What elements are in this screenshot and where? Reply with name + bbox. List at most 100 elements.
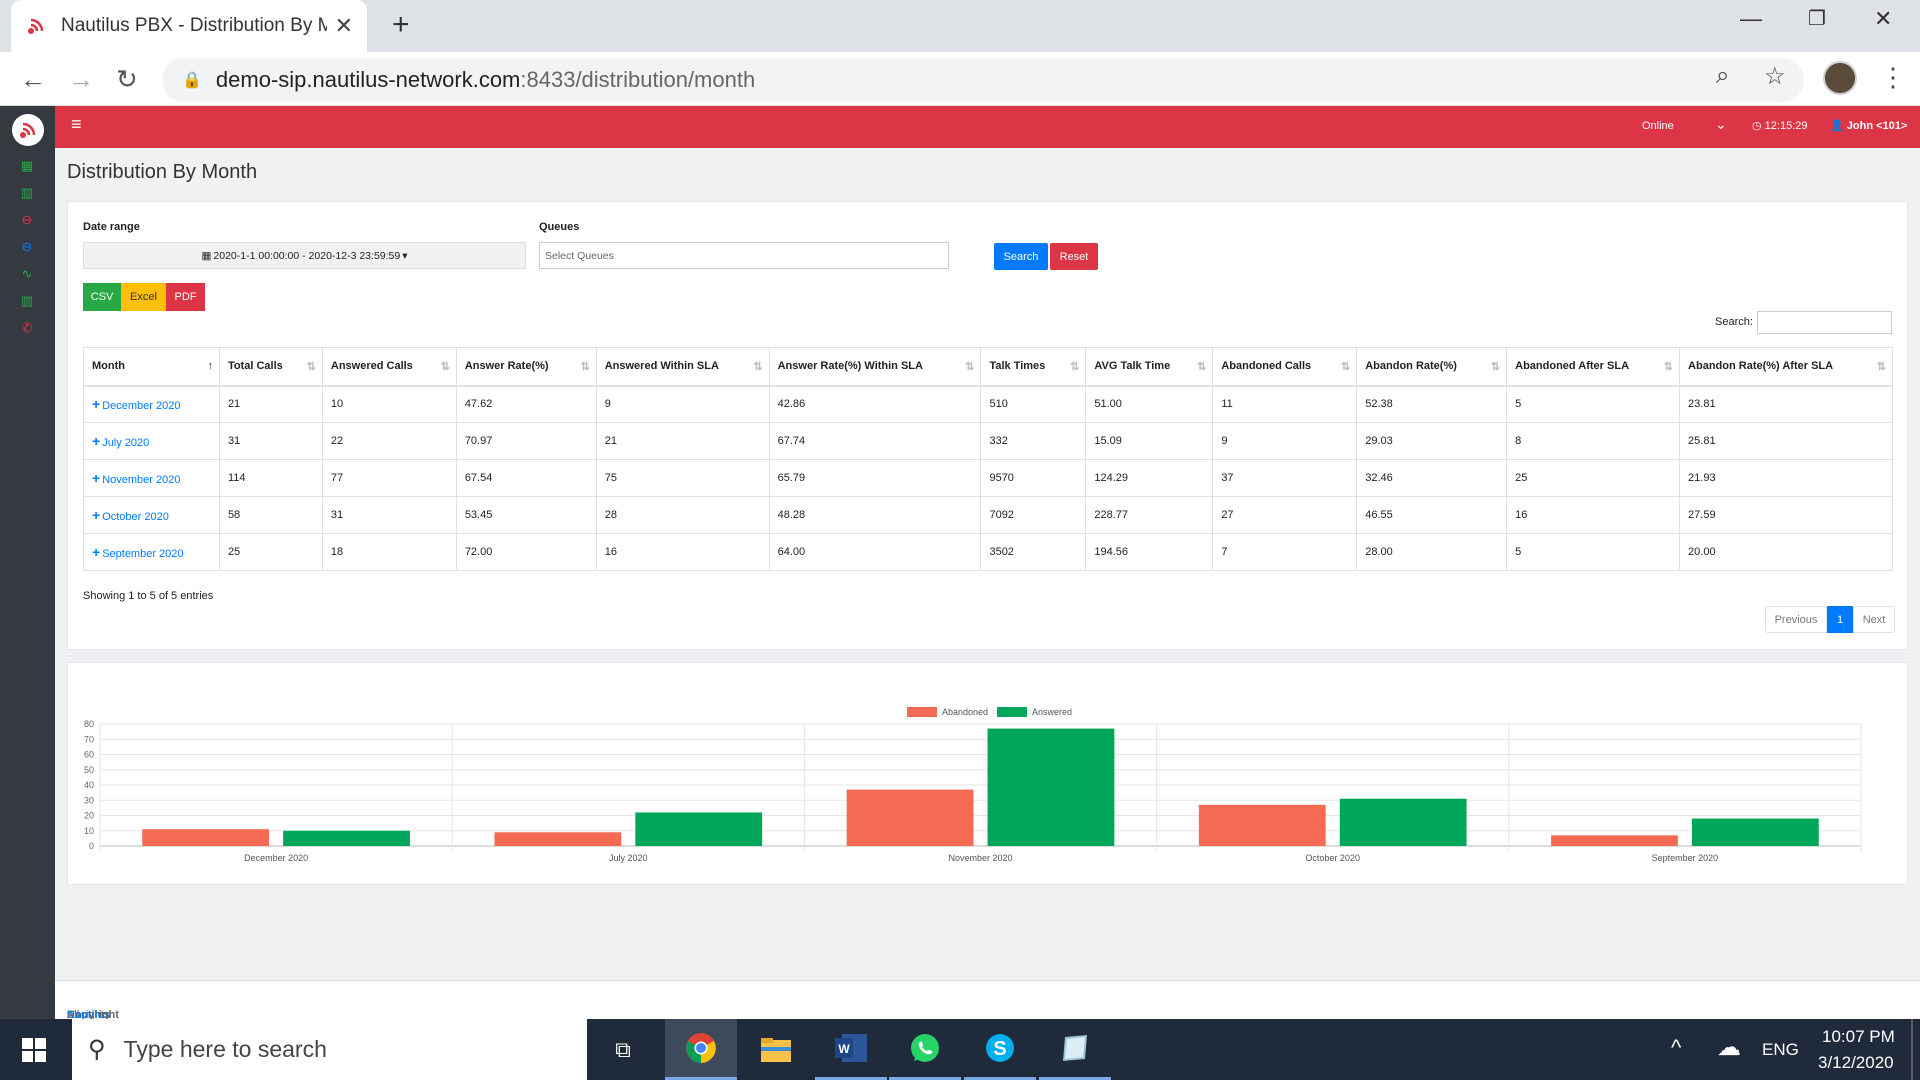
y-tick-label: 30: [84, 795, 94, 805]
column-header[interactable]: Abandon Rate(%) ⇅: [1356, 347, 1508, 387]
window-close-icon[interactable]: ✕: [1874, 6, 1893, 31]
excel-export-button[interactable]: Excel: [121, 283, 166, 311]
column-header[interactable]: AVG Talk Time ⇅: [1085, 347, 1214, 387]
bar-abandoned: [142, 829, 270, 846]
tab-close-icon[interactable]: ✕: [334, 13, 353, 38]
skype-icon: S: [986, 1034, 1014, 1062]
dashboard-grid-icon[interactable]: ▦: [20, 158, 34, 173]
table-cell: 9570: [980, 459, 1087, 497]
whatsapp-taskbar-icon[interactable]: [889, 1019, 961, 1080]
bar-answered: [1339, 798, 1467, 846]
expand-plus-icon[interactable]: +: [92, 544, 101, 560]
month-cell[interactable]: + November 2020: [83, 459, 220, 497]
back-icon[interactable]: ←: [20, 64, 46, 94]
word-taskbar-icon[interactable]: W: [815, 1019, 887, 1080]
file-explorer-taskbar-icon[interactable]: [740, 1019, 812, 1080]
table-cell: 42.86: [768, 385, 982, 423]
browser-menu-icon[interactable]: ⋮: [1880, 62, 1906, 92]
windows-start-icon[interactable]: [22, 1038, 46, 1062]
table-row: + July 2020 31 22 70.97 21 67.74 332 15.0…: [83, 422, 1893, 460]
taskbar-time[interactable]: 10:07 PM: [1822, 1027, 1895, 1046]
table-cell: 7092: [980, 496, 1087, 534]
svg-text:W: W: [838, 1042, 850, 1056]
queues-select[interactable]: Select Queues: [539, 242, 949, 269]
column-header[interactable]: Talk Times ⇅: [980, 347, 1087, 387]
legend-label: Abandoned: [942, 707, 988, 717]
month-link[interactable]: October 2020: [102, 511, 169, 523]
reset-button[interactable]: Reset: [1050, 243, 1098, 270]
profile-avatar[interactable]: [1823, 61, 1857, 95]
column-header[interactable]: Abandon Rate(%) After SLA ⇅: [1679, 347, 1893, 387]
app-topbar: ≡ Online ⌄ ◷ 12:15:29 👤 John <101>: [55, 106, 1920, 148]
bookmark-star-icon[interactable]: ☆: [1764, 63, 1786, 90]
column-header[interactable]: Answered Within SLA ⇅: [595, 347, 770, 387]
table-cell: 194.56: [1085, 533, 1214, 571]
table-cell: 48.28: [768, 496, 982, 534]
stop-circle-icon[interactable]: ⊖: [21, 212, 33, 227]
month-cell[interactable]: + October 2020: [83, 496, 220, 534]
taskbar-search-box[interactable]: ⚲ Type here to search: [72, 1019, 587, 1080]
new-tab-icon[interactable]: +: [392, 8, 410, 41]
month-link[interactable]: December 2020: [102, 400, 181, 413]
agent-status[interactable]: Online: [1642, 120, 1674, 132]
restore-icon[interactable]: ❐: [1808, 8, 1826, 30]
expand-plus-icon[interactable]: +: [92, 507, 101, 523]
expand-plus-icon[interactable]: +: [92, 433, 101, 449]
distribution-table: Month ↑ Total Calls ⇅ Answered Calls ⇅ Answ…: [83, 347, 1893, 571]
column-header[interactable]: Abandoned Calls ⇅: [1212, 347, 1358, 387]
search-button[interactable]: Search: [994, 243, 1048, 270]
chevron-down-icon[interactable]: ⌄: [1715, 116, 1727, 132]
show-hidden-icons-icon[interactable]: ^: [1671, 1035, 1682, 1060]
pdf-export-button[interactable]: PDF: [166, 283, 205, 311]
table-cell: 70.97: [455, 422, 597, 460]
expand-plus-icon[interactable]: +: [92, 470, 101, 486]
minimize-icon[interactable]: —: [1740, 6, 1762, 31]
column-header[interactable]: Abandoned After SLA ⇅: [1506, 347, 1681, 387]
app-logo[interactable]: [12, 114, 44, 146]
show-desktop-button[interactable]: [1911, 1019, 1913, 1080]
month-cell[interactable]: + September 2020: [83, 533, 220, 571]
activity-icon[interactable]: ∿: [21, 266, 33, 281]
column-header[interactable]: Answer Rate(%) ⇅: [455, 347, 597, 387]
x-tick-label: December 2020: [244, 853, 308, 863]
column-header[interactable]: Answer Rate(%) Within SLA ⇅: [768, 347, 982, 387]
month-link[interactable]: November 2020: [102, 474, 181, 486]
chrome-taskbar-icon[interactable]: [665, 1019, 737, 1080]
language-indicator[interactable]: ENG: [1762, 1040, 1799, 1059]
expand-plus-icon[interactable]: +: [92, 396, 101, 413]
csv-export-button[interactable]: CSV: [83, 283, 121, 311]
task-view-icon[interactable]: ⧉: [615, 1036, 631, 1062]
table-cell: 58: [218, 496, 323, 534]
table-search-input[interactable]: [1757, 311, 1892, 334]
month-cell[interactable]: + July 2020: [83, 422, 220, 460]
previous-page-button[interactable]: Previous: [1765, 606, 1827, 633]
column-header[interactable]: Total Calls ⇅: [218, 347, 323, 387]
header-label: Answered Calls: [330, 360, 413, 373]
month-cell[interactable]: + December 2020: [83, 385, 220, 423]
queue-circle-icon[interactable]: ⊖: [21, 239, 33, 254]
hamburger-menu-icon[interactable]: ≡: [71, 114, 82, 134]
column-header[interactable]: Month ↑: [83, 347, 220, 387]
skype-taskbar-icon[interactable]: S: [964, 1019, 1036, 1080]
address-bar[interactable]: 🔒 demo-sip.nautilus-network.com:8433/dis…: [162, 58, 1804, 102]
reload-icon[interactable]: ↻: [116, 64, 138, 94]
user-menu[interactable]: 👤 John <101>: [1830, 119, 1907, 132]
forward-icon[interactable]: →: [68, 64, 94, 94]
phone-icon[interactable]: ✆: [21, 320, 33, 335]
taskbar-date[interactable]: 3/12/2020: [1818, 1053, 1894, 1072]
date-range-picker[interactable]: ▦ 2020-1-1 00:00:00 - 2020-12-3 23:59:59 ▾: [83, 242, 526, 269]
statistics-icon[interactable]: ▥: [20, 293, 34, 308]
month-link[interactable]: July 2020: [102, 437, 150, 449]
month-link[interactable]: September 2020: [102, 548, 184, 560]
notes-app-taskbar-icon[interactable]: [1039, 1019, 1111, 1080]
next-page-button[interactable]: Next: [1853, 606, 1895, 633]
table-cell: 25: [1506, 459, 1681, 497]
browser-tab[interactable]: Nautilus PBX - Distribution By Month ✕: [11, 0, 367, 52]
cloud-icon[interactable]: ☁: [1717, 1034, 1741, 1061]
zoom-icon[interactable]: ⌕: [1716, 62, 1730, 89]
page-1-button[interactable]: 1: [1827, 606, 1853, 633]
column-header[interactable]: Answered Calls ⇅: [321, 347, 457, 387]
report-chart-icon[interactable]: ▥: [20, 185, 34, 200]
table-cell: 3502: [980, 533, 1087, 571]
table-cell: 67.74: [768, 422, 982, 460]
